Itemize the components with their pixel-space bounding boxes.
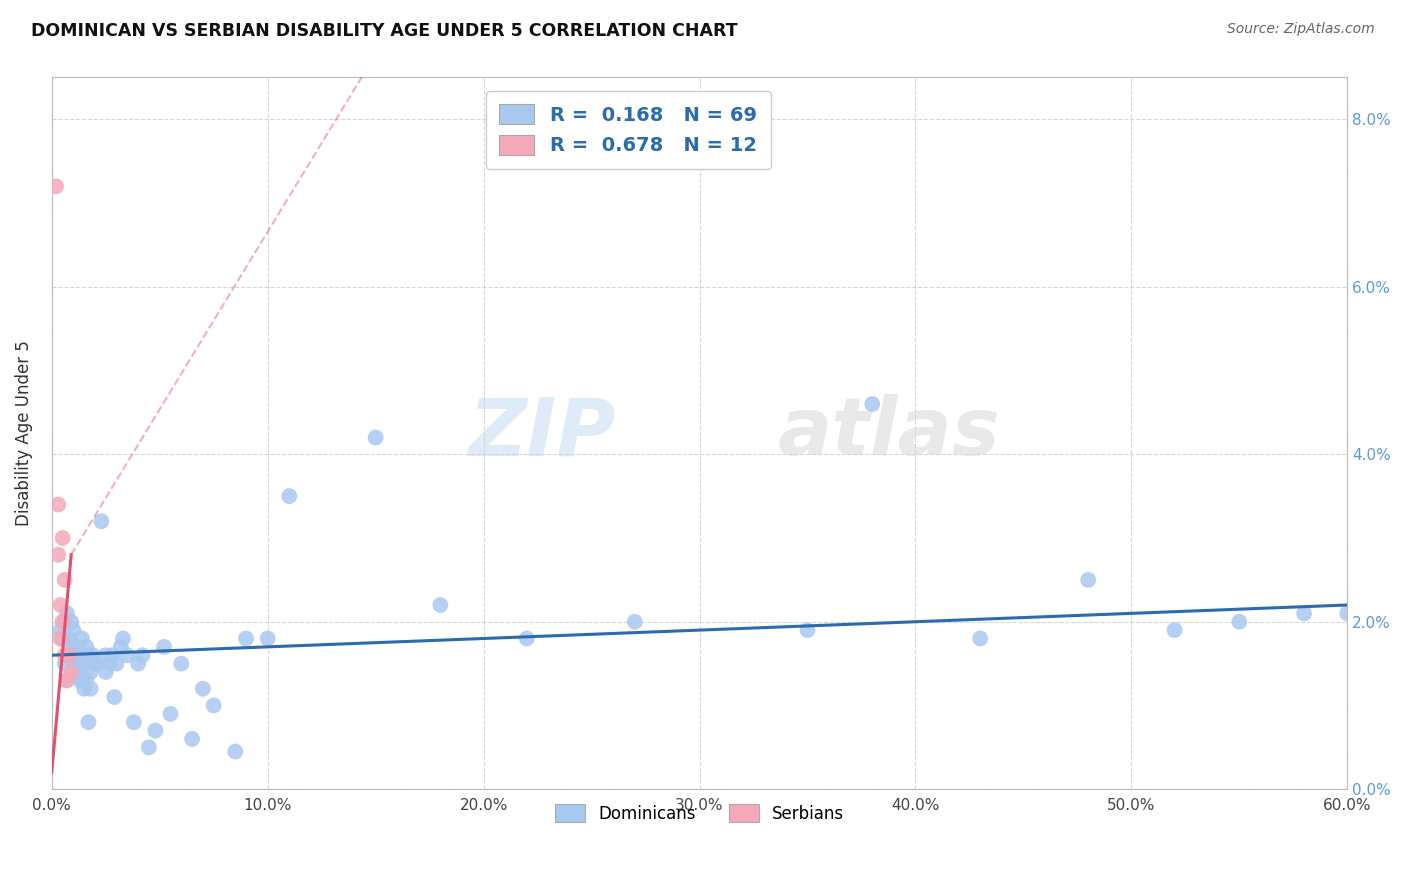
Point: [69, 665, 91, 679]
Point: [235, 632, 257, 646]
Point: [860, 397, 883, 411]
Point: [86, 657, 108, 671]
Point: [75, 640, 97, 654]
Point: [1294, 607, 1316, 621]
Point: [103, 690, 125, 705]
Point: [1163, 623, 1185, 637]
Point: [122, 715, 145, 730]
Point: [51, 531, 73, 545]
Point: [58, 632, 80, 646]
Point: [49, 632, 72, 646]
Point: [796, 623, 818, 637]
Point: [111, 632, 134, 646]
Point: [623, 615, 645, 629]
Point: [516, 632, 538, 646]
Y-axis label: Disability Age Under 5: Disability Age Under 5: [15, 341, 32, 526]
Point: [70, 632, 93, 646]
Point: [53, 657, 76, 671]
Point: [101, 648, 124, 663]
Point: [60, 665, 83, 679]
Point: [49, 598, 72, 612]
Point: [45, 179, 67, 194]
Point: [191, 681, 214, 696]
Point: [224, 745, 246, 759]
Point: [46, 548, 69, 562]
Point: [58, 648, 80, 663]
Point: [202, 698, 225, 713]
Point: [98, 657, 121, 671]
Text: ZIP: ZIP: [468, 394, 616, 473]
Point: [65, 665, 87, 679]
Point: [110, 640, 132, 654]
Point: [1227, 615, 1250, 629]
Point: [105, 657, 128, 671]
Point: [49, 623, 72, 637]
Point: [56, 673, 79, 688]
Point: [73, 681, 96, 696]
Point: [131, 648, 153, 663]
Point: [65, 648, 87, 663]
Point: [79, 681, 101, 696]
Point: [58, 648, 80, 663]
Point: [1336, 607, 1358, 621]
Point: [138, 740, 160, 755]
Point: [60, 615, 83, 629]
Point: [51, 632, 73, 646]
Text: atlas: atlas: [778, 394, 1000, 473]
Point: [364, 430, 387, 444]
Point: [256, 632, 278, 646]
Point: [170, 657, 193, 671]
Point: [82, 648, 104, 663]
Point: [51, 615, 73, 629]
Point: [90, 514, 112, 528]
Point: [75, 673, 97, 688]
Point: [62, 640, 84, 654]
Point: [66, 640, 89, 654]
Legend: Dominicans, Serbians: Dominicans, Serbians: [543, 793, 856, 834]
Point: [159, 706, 181, 721]
Point: [429, 598, 451, 612]
Point: [66, 657, 89, 671]
Point: [62, 657, 84, 671]
Point: [153, 640, 176, 654]
Point: [145, 723, 167, 738]
Point: [117, 648, 139, 663]
Point: [969, 632, 991, 646]
Point: [46, 498, 69, 512]
Point: [77, 648, 100, 663]
Text: DOMINICAN VS SERBIAN DISABILITY AGE UNDER 5 CORRELATION CHART: DOMINICAN VS SERBIAN DISABILITY AGE UNDE…: [31, 22, 738, 40]
Point: [77, 715, 100, 730]
Point: [73, 657, 96, 671]
Point: [53, 648, 76, 663]
Point: [181, 731, 204, 746]
Point: [94, 665, 117, 679]
Point: [56, 607, 79, 621]
Point: [56, 673, 79, 688]
Text: Source: ZipAtlas.com: Source: ZipAtlas.com: [1227, 22, 1375, 37]
Point: [278, 489, 301, 503]
Point: [127, 657, 149, 671]
Point: [69, 673, 91, 688]
Point: [62, 623, 84, 637]
Point: [1077, 573, 1099, 587]
Point: [79, 665, 101, 679]
Point: [60, 640, 83, 654]
Point: [84, 657, 107, 671]
Point: [53, 615, 76, 629]
Point: [94, 648, 117, 663]
Point: [70, 673, 93, 688]
Point: [53, 573, 76, 587]
